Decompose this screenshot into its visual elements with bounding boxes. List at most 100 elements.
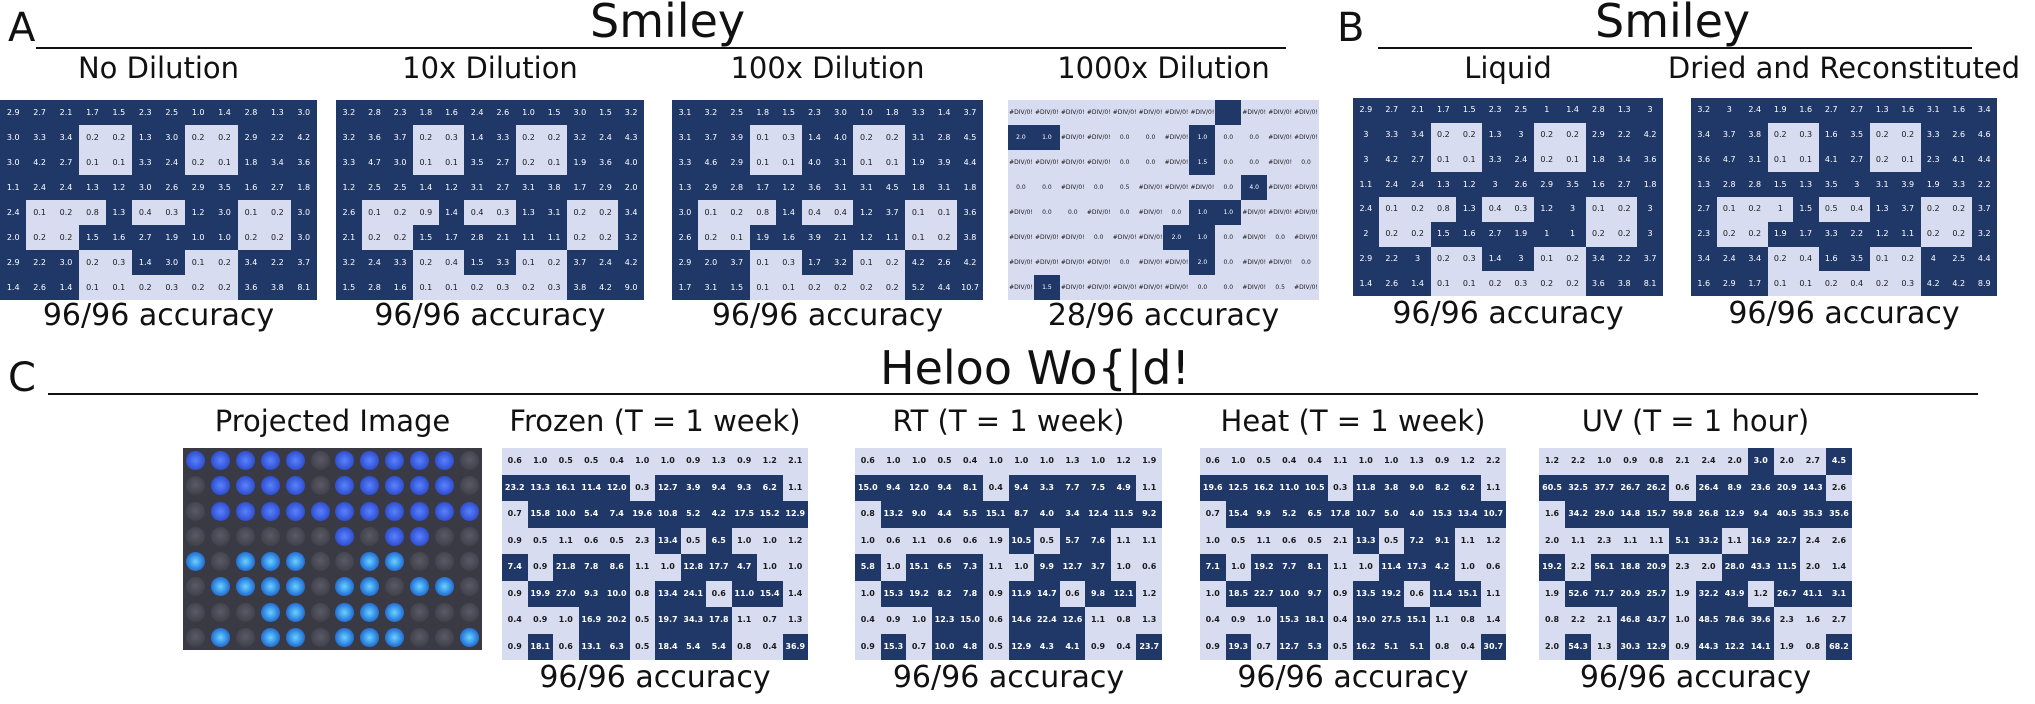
heatmap-cell: 8.6	[604, 554, 630, 581]
heatmap-cell: 11.4	[578, 474, 604, 501]
heatmap-cell: 0.2	[1430, 122, 1457, 148]
heatmap-cell: 0.2	[592, 200, 619, 225]
well-lit	[335, 577, 355, 597]
heatmap-cell: 59.8	[1669, 501, 1696, 528]
well-dark	[460, 476, 480, 496]
heatmap-cell: 1.2	[782, 527, 808, 554]
heatmap-cell: 0.3	[1327, 474, 1353, 501]
heatmap-cell: 0.3	[1456, 246, 1483, 272]
heatmap-cell: 1.6	[387, 275, 413, 300]
heatmap-cell: 3.8	[957, 225, 983, 250]
heatmap-cell: 2.9	[697, 175, 724, 200]
heatmap-cell: 3.5	[1559, 172, 1586, 197]
heatmap-cell: 22.7	[1251, 580, 1277, 607]
heatmap-cell: 1.2	[1136, 580, 1162, 607]
heatmap-cell: 4.2	[592, 275, 619, 300]
heatmap-cell: 1.1	[1721, 527, 1748, 554]
heatmap-cell: 2.5	[1946, 246, 1972, 272]
heatmap-cell: 0.2	[1767, 122, 1793, 148]
heatmap-cell: 19.2	[1539, 554, 1566, 581]
heatmap-cell: 0.6	[1136, 554, 1162, 581]
heatmap-cell: 19.2	[906, 580, 932, 607]
heatmap-cell: 7.7	[1276, 554, 1302, 581]
heatmap-cell: 1.0	[1591, 448, 1618, 475]
panel-c-0-heatmap: 0.6 1.0 0.5 0.5 0.4 1.0 1.0 0.9 1.3 0.9 1.2 2.1 23.2…	[502, 448, 808, 660]
heatmap-cell: 22.7	[1773, 527, 1800, 554]
heatmap-cell: 0.2	[184, 275, 212, 300]
heatmap-cell: 0.3	[1508, 271, 1534, 296]
heatmap-cell: 3.6	[361, 125, 388, 150]
heatmap-cell: 11.5	[1110, 501, 1137, 528]
heatmap-cell: 3	[1508, 122, 1534, 148]
heatmap-cell: 3.9	[723, 125, 750, 150]
heatmap-cell: 2.3	[1691, 221, 1717, 247]
heatmap-cell: 2.9	[723, 150, 750, 175]
well-lit	[385, 476, 405, 496]
heatmap-cell: 7.8	[578, 554, 604, 581]
panel-c-title: Heloo Wo{|d!	[880, 341, 1190, 395]
heatmap-cell: 12.3	[931, 607, 958, 634]
heatmap-cell: 1.7	[79, 100, 106, 125]
heatmap-cell: 4.1	[1059, 633, 1086, 660]
heatmap-cell: 3.7	[290, 250, 317, 275]
heatmap-cell: 0.5	[1251, 448, 1277, 475]
heatmap-cell: 3.1	[1742, 147, 1768, 173]
well-lit	[435, 451, 455, 471]
heatmap-cell: 0.0	[1111, 250, 1138, 275]
heatmap-cell: 2.8	[1716, 172, 1742, 197]
heatmap-cell: 20.2	[604, 607, 630, 634]
heatmap-cell: 1.2	[105, 175, 133, 200]
heatmap-cell: 1.1	[629, 554, 655, 581]
panel-b-0-heatmap: 2.9 2.7 2.1 1.7 1.5 2.3 2.5 1 1.4 2.8 1.3 3 3 3.3 3.4 0…	[1353, 98, 1663, 296]
heatmap-cell: 2.0	[0, 225, 27, 250]
heatmap-cell: #DIV/0!	[1059, 150, 1086, 175]
heatmap-cell: 0.8	[79, 200, 106, 225]
heatmap-cell: 10.0	[604, 580, 630, 607]
heatmap-cell: 15.7	[1643, 501, 1670, 528]
heatmap-cell: 0.4	[1302, 448, 1328, 475]
heatmap-cell: 3.4	[1971, 98, 1997, 123]
heatmap-cell: 4.0	[801, 150, 828, 175]
heatmap-cell: 1.8	[905, 175, 932, 200]
heatmap-cell: 11.0	[1276, 474, 1302, 501]
heatmap-cell: 2.7	[1482, 221, 1508, 247]
well-lit	[310, 501, 330, 521]
heatmap-cell: 71.7	[1591, 580, 1618, 607]
heatmap-cell: 15.1	[1404, 607, 1430, 634]
heatmap-cell: 4.8	[957, 633, 983, 660]
heatmap-cell: 0.9	[1669, 633, 1696, 660]
heatmap-cell: 1.4	[0, 275, 27, 300]
heatmap-cell: 0.9	[1085, 633, 1111, 660]
heatmap-cell: 0.0	[1241, 125, 1268, 150]
heatmap-cell: 1.0	[1110, 554, 1137, 581]
heatmap-cell: 0.1	[515, 250, 542, 275]
well-dark	[185, 501, 205, 521]
heatmap-cell: 0.2	[1818, 271, 1844, 296]
heatmap-cell: 2.6	[1508, 172, 1534, 197]
heatmap-cell: 1.4	[1353, 271, 1379, 296]
heatmap-cell: 4.9	[1110, 474, 1137, 501]
heatmap-cell: 2.1	[1327, 527, 1353, 554]
heatmap-cell: 2.2	[1480, 448, 1506, 475]
heatmap-cell: 3.6	[1637, 147, 1663, 173]
panel-a-3-accuracy: 28/96 accuracy	[1047, 298, 1280, 333]
heatmap-cell: 3.8	[566, 275, 593, 300]
heatmap-cell: 2.4	[1716, 246, 1742, 272]
heatmap-cell: 4.4	[1971, 147, 1997, 173]
heatmap-cell: 2.5	[723, 100, 750, 125]
heatmap-cell: 15.2	[757, 501, 783, 528]
heatmap-cell: 3	[1844, 172, 1870, 197]
heatmap-cell: 3.9	[801, 225, 828, 250]
heatmap-cell: 3	[1637, 221, 1663, 247]
well-lit	[385, 526, 405, 546]
heatmap-cell: 0.0	[1293, 150, 1319, 175]
heatmap-cell: 30.7	[1480, 633, 1506, 660]
heatmap-cell: #DIV/0!	[1137, 225, 1164, 250]
heatmap-cell: 15.1	[906, 554, 932, 581]
heatmap-cell: 1.0	[527, 448, 553, 475]
heatmap-cell: 2.0	[697, 250, 724, 275]
heatmap-cell: 0.2	[1611, 221, 1638, 247]
panel-c-1-title: RT (T = 1 week)	[892, 404, 1125, 438]
heatmap-cell: 0.2	[1456, 122, 1483, 148]
heatmap-cell: 0.8	[749, 200, 776, 225]
